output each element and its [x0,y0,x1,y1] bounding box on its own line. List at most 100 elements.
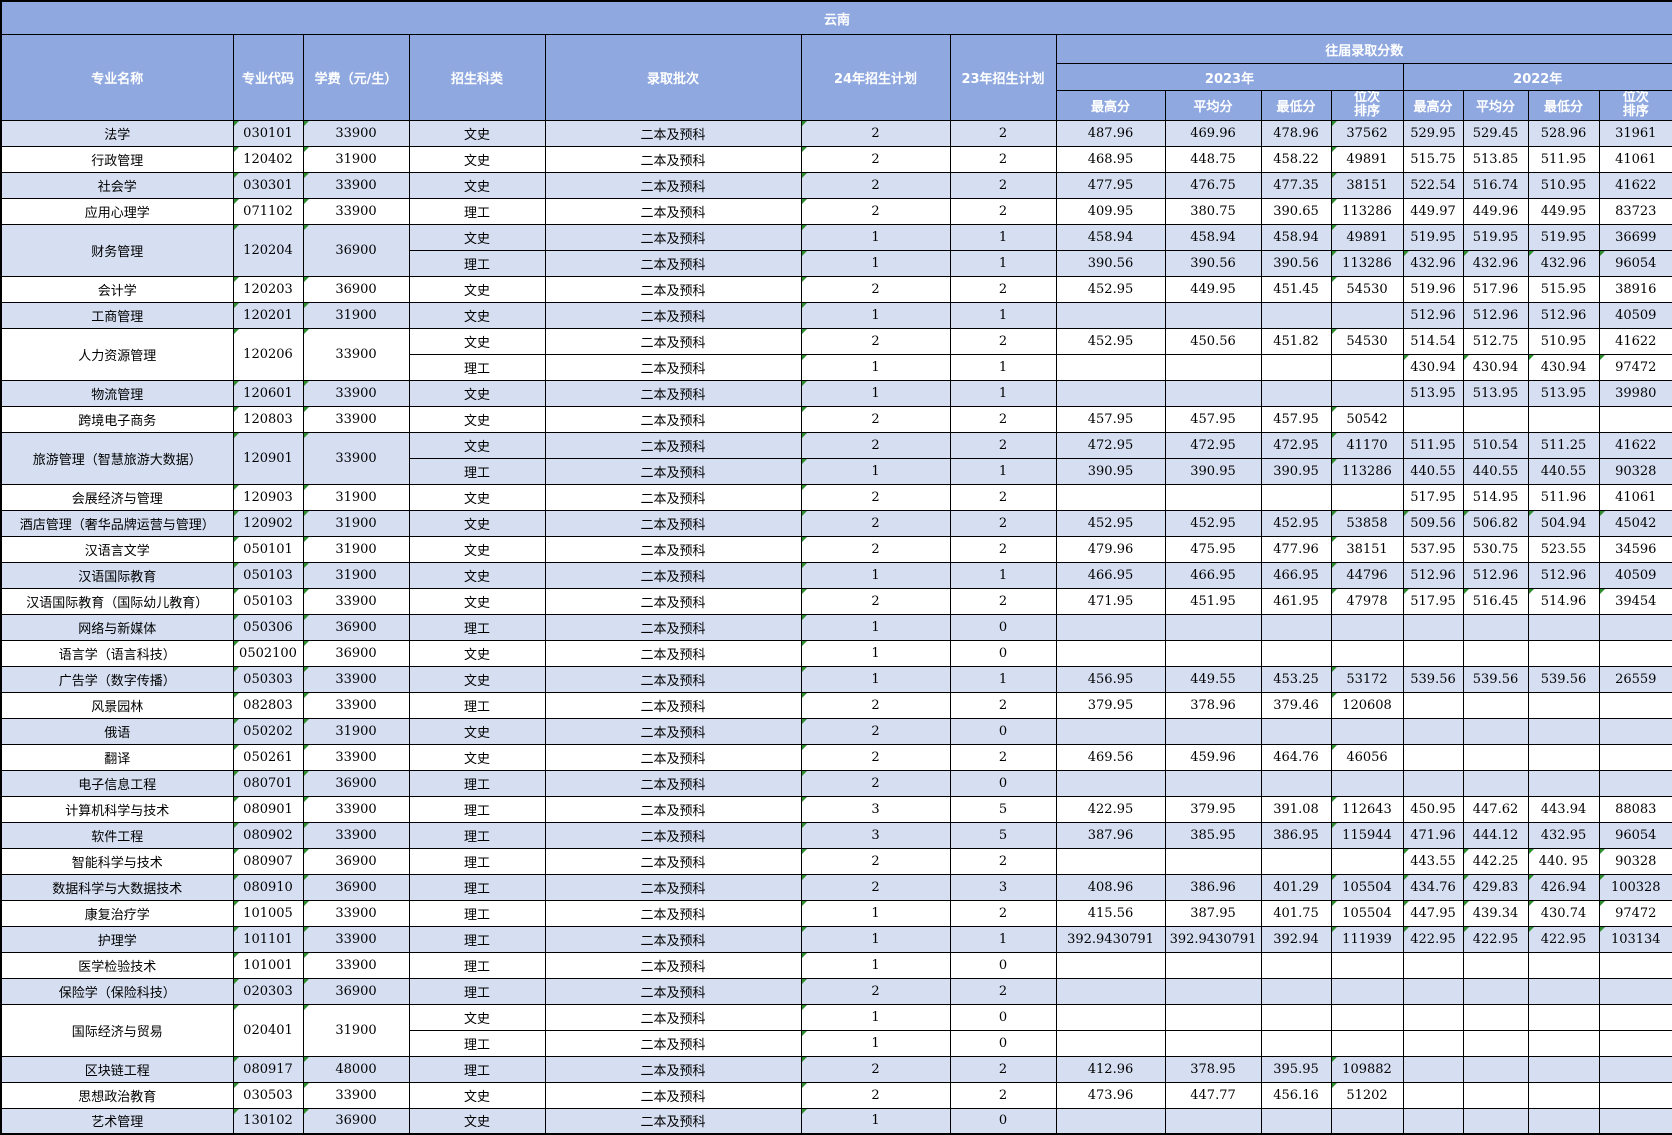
plan-2023-cell[interactable]: 2 [949,197,1057,225]
major-code-cell[interactable]: 120201 [232,301,304,329]
score-2022-max-cell[interactable] [1402,1107,1464,1135]
plan-2024-cell[interactable]: 1 [800,1107,951,1135]
col-header-2022-avg[interactable]: 平均分 [1462,90,1529,121]
score-2022-min-cell[interactable]: 511.25 [1527,431,1600,459]
col-header-plan-2024[interactable]: 24年招生计划 [800,34,951,121]
score-2022-avg-cell[interactable]: 514.95 [1462,483,1529,511]
col-header-2022-max[interactable]: 最高分 [1402,90,1464,121]
score-2023-max-cell[interactable]: 452.95 [1055,275,1166,303]
admission-batch-cell[interactable]: 二本及预科 [544,925,802,953]
score-2023-min-cell[interactable]: 458.22 [1260,145,1332,173]
col-header-2022-rank[interactable]: 位次 排序 [1598,90,1672,121]
major-name-cell[interactable]: 国际经济与贸易 [0,1003,234,1057]
score-2023-max-cell[interactable]: 392.9430791 [1055,925,1166,953]
score-2023-min-cell[interactable]: 464.76 [1260,743,1332,771]
plan-2024-cell[interactable]: 1 [800,925,951,953]
major-name-cell[interactable]: 翻译 [0,743,234,771]
subject-category-cell[interactable]: 理工 [408,847,546,875]
admission-batch-cell[interactable]: 二本及预科 [544,847,802,875]
rank-2023-cell[interactable] [1330,353,1404,381]
tuition-fee-cell[interactable]: 36900 [302,613,410,641]
rank-2023-cell[interactable]: 115944 [1330,821,1404,849]
plan-2024-cell[interactable]: 2 [800,431,951,459]
plan-2023-cell[interactable]: 2 [949,431,1057,459]
admission-batch-cell[interactable]: 二本及预科 [544,535,802,563]
rank-2022-cell[interactable] [1598,1003,1672,1031]
plan-2023-cell[interactable]: 2 [949,743,1057,771]
plan-2023-cell[interactable]: 5 [949,795,1057,823]
score-2023-min-cell[interactable] [1260,977,1332,1005]
score-2023-max-cell[interactable]: 473.96 [1055,1081,1166,1109]
plan-2023-cell[interactable]: 5 [949,821,1057,849]
major-name-cell[interactable]: 思想政治教育 [0,1081,234,1109]
score-2022-avg-cell[interactable] [1462,717,1529,745]
plan-2024-cell[interactable]: 3 [800,821,951,849]
subject-category-cell[interactable]: 文史 [408,1107,546,1135]
plan-2023-cell[interactable]: 0 [949,951,1057,979]
major-code-cell[interactable]: 030101 [232,119,304,147]
major-code-cell[interactable]: 020303 [232,977,304,1005]
score-2022-max-cell[interactable]: 512.96 [1402,561,1464,589]
score-2022-min-cell[interactable] [1527,639,1600,667]
score-2022-max-cell[interactable]: 450.95 [1402,795,1464,823]
score-2023-avg-cell[interactable]: 450.56 [1164,327,1262,355]
admission-batch-cell[interactable]: 二本及预科 [544,301,802,329]
score-2022-max-cell[interactable]: 471.96 [1402,821,1464,849]
plan-2023-cell[interactable]: 1 [949,665,1057,693]
rank-2022-cell[interactable]: 36699 [1598,223,1672,251]
subject-category-cell[interactable]: 理工 [408,873,546,901]
admission-batch-cell[interactable]: 二本及预科 [544,405,802,433]
major-code-cell[interactable]: 020401 [232,1003,304,1057]
score-2022-max-cell[interactable]: 430.94 [1402,353,1464,381]
plan-2024-cell[interactable]: 2 [800,327,951,355]
score-2023-max-cell[interactable]: 452.95 [1055,327,1166,355]
admission-batch-cell[interactable]: 二本及预科 [544,821,802,849]
score-2023-min-cell[interactable] [1260,353,1332,381]
rank-2022-cell[interactable] [1598,613,1672,641]
major-name-cell[interactable]: 人力资源管理 [0,327,234,381]
score-2022-min-cell[interactable]: 511.96 [1527,483,1600,511]
score-2023-min-cell[interactable] [1260,379,1332,407]
rank-2023-cell[interactable]: 51202 [1330,1081,1404,1109]
major-name-cell[interactable]: 广告学（数字传播） [0,665,234,693]
score-2022-max-cell[interactable]: 447.95 [1402,899,1464,927]
tuition-fee-cell[interactable]: 33900 [302,197,410,225]
score-2023-min-cell[interactable] [1260,951,1332,979]
major-code-cell[interactable]: 080902 [232,821,304,849]
score-2023-max-cell[interactable]: 469.56 [1055,743,1166,771]
rank-2022-cell[interactable]: 97472 [1598,899,1672,927]
col-header-year-2023[interactable]: 2023年 [1055,63,1404,91]
rank-2022-cell[interactable]: 45042 [1598,509,1672,537]
rank-2023-cell[interactable] [1330,1029,1404,1057]
region-banner[interactable]: 云南 [0,0,1672,35]
score-2022-min-cell[interactable]: 510.95 [1527,171,1600,199]
admission-batch-cell[interactable]: 二本及预科 [544,1107,802,1135]
admission-batch-cell[interactable]: 二本及预科 [544,457,802,485]
score-2023-max-cell[interactable] [1055,353,1166,381]
score-2022-avg-cell[interactable]: 439.34 [1462,899,1529,927]
plan-2023-cell[interactable]: 0 [949,639,1057,667]
admission-batch-cell[interactable]: 二本及预科 [544,223,802,251]
major-name-cell[interactable]: 语言学（语言科技） [0,639,234,667]
plan-2023-cell[interactable]: 1 [949,925,1057,953]
plan-2024-cell[interactable]: 2 [800,535,951,563]
subject-category-cell[interactable]: 理工 [408,613,546,641]
major-name-cell[interactable]: 电子信息工程 [0,769,234,797]
major-name-cell[interactable]: 跨境电子商务 [0,405,234,433]
score-2022-avg-cell[interactable]: 442.25 [1462,847,1529,875]
score-2023-avg-cell[interactable]: 472.95 [1164,431,1262,459]
rank-2023-cell[interactable] [1330,847,1404,875]
score-2023-avg-cell[interactable]: 378.96 [1164,691,1262,719]
score-2022-min-cell[interactable] [1527,1003,1600,1031]
score-2023-max-cell[interactable]: 390.56 [1055,249,1166,277]
plan-2023-cell[interactable]: 2 [949,535,1057,563]
rank-2022-cell[interactable]: 40509 [1598,301,1672,329]
plan-2023-cell[interactable]: 3 [949,873,1057,901]
plan-2023-cell[interactable]: 0 [949,1029,1057,1057]
score-2022-min-cell[interactable] [1527,691,1600,719]
score-2022-avg-cell[interactable]: 429.83 [1462,873,1529,901]
subject-category-cell[interactable]: 文史 [408,301,546,329]
rank-2023-cell[interactable] [1330,379,1404,407]
score-2023-max-cell[interactable] [1055,717,1166,745]
major-code-cell[interactable]: 050103 [232,561,304,589]
